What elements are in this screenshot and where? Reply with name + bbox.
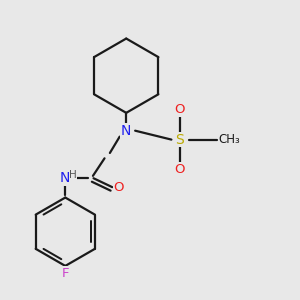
- Text: CH₃: CH₃: [218, 133, 240, 146]
- Text: O: O: [175, 163, 185, 176]
- Text: S: S: [175, 133, 184, 147]
- Text: O: O: [175, 103, 185, 116]
- Text: N: N: [121, 124, 131, 138]
- Text: O: O: [113, 181, 124, 194]
- Text: N: N: [60, 171, 70, 185]
- Text: H: H: [69, 170, 76, 180]
- Text: F: F: [61, 267, 69, 280]
